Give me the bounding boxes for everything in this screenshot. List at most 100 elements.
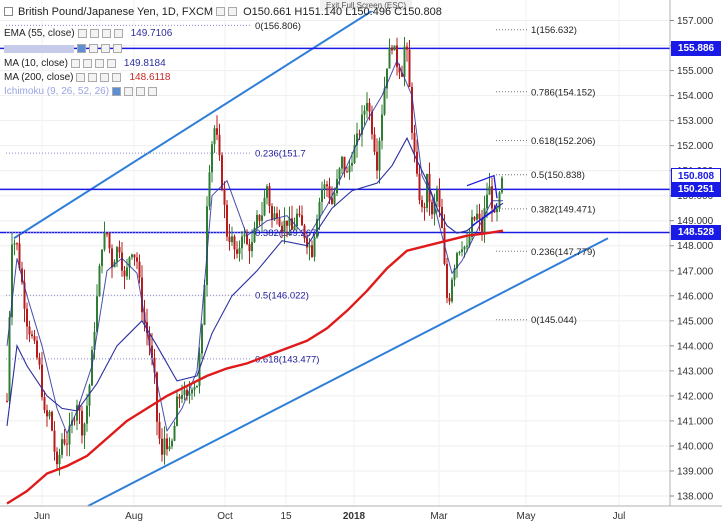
fib-level-label: 0(156.806)	[255, 21, 301, 32]
candle-body	[448, 297, 451, 302]
candle-body	[243, 234, 246, 237]
candle-body	[411, 86, 413, 133]
fib-level-label: 1(156.632)	[531, 25, 577, 36]
indicator-row-ichimoku[interactable]: Ichimoku (9, 26, 52, 26)	[4, 84, 158, 99]
candle-body	[401, 72, 403, 77]
indicator-row-ema55[interactable]: EMA (55, close) 149.7106	[4, 26, 172, 41]
settings-icon[interactable]	[89, 44, 98, 53]
candle-body	[463, 246, 466, 250]
fib-level-label: 0.618(143.477)	[255, 354, 319, 365]
eye-icon[interactable]	[70, 59, 80, 68]
close-icon[interactable]	[100, 73, 110, 82]
candle-body	[33, 336, 36, 341]
candle-body	[8, 317, 11, 402]
ohlc-values: O150.661 H151.140 L150.496 C150.808	[243, 5, 442, 18]
more-icon[interactable]	[113, 44, 122, 53]
candle-body	[328, 186, 331, 199]
x-tick-label: Jul	[613, 511, 626, 522]
candle-body	[351, 162, 353, 166]
wedge-lower-line	[471, 202, 498, 227]
y-tick-label: 152.000	[677, 141, 714, 152]
y-tick-label: 145.000	[677, 316, 714, 327]
more-icon[interactable]	[113, 29, 123, 38]
y-tick-label: 138.000	[677, 491, 714, 502]
settings-icon[interactable]	[88, 73, 98, 82]
candle-body	[173, 425, 176, 441]
fib-level-label: 0.382(149.471)	[531, 204, 595, 215]
candle-body	[208, 172, 211, 207]
candle-body	[251, 241, 253, 252]
close-icon[interactable]	[136, 87, 146, 96]
candle-body	[46, 410, 48, 417]
exit-fullscreen-button[interactable]: Exit Full Screen (ESC)	[320, 0, 413, 11]
candle-body	[303, 225, 306, 239]
candle-body	[81, 410, 83, 436]
candle-body	[238, 248, 241, 254]
close-icon[interactable]	[101, 29, 111, 38]
candle-body	[298, 213, 301, 216]
eye-icon[interactable]	[216, 7, 226, 16]
candle-body	[53, 430, 56, 452]
fib-level-label: 0(145.044)	[531, 315, 577, 326]
candle-body	[41, 364, 43, 398]
candle-body	[288, 218, 291, 226]
eye-icon[interactable]	[76, 73, 86, 82]
level-price-tag: 150.251	[671, 181, 721, 197]
settings-icon[interactable]	[228, 7, 238, 16]
candlestick-series	[6, 36, 503, 476]
candle-body	[421, 200, 423, 208]
candle-body	[221, 155, 223, 190]
close-icon[interactable]	[101, 44, 110, 53]
eye-icon[interactable]	[112, 87, 122, 96]
collapse-toggle[interactable]	[4, 7, 13, 16]
candle-body	[281, 225, 283, 232]
candle-body	[191, 389, 193, 394]
candle-body	[353, 145, 356, 163]
more-icon[interactable]	[148, 87, 158, 96]
fib-level-label: 0.786(154.152)	[531, 87, 595, 98]
candle-body	[63, 439, 66, 444]
candle-body	[66, 443, 68, 445]
eye-icon[interactable]	[77, 44, 86, 53]
candle-body	[376, 151, 378, 171]
y-tick-label: 146.000	[677, 291, 714, 302]
indicator-row-ma200[interactable]: MA (200, close) 148.6118	[4, 70, 170, 85]
indicator-row-hidden[interactable]	[4, 41, 122, 56]
channel-upper-line	[13, 0, 392, 240]
candle-body	[326, 184, 328, 187]
candle-body	[438, 189, 441, 207]
y-tick-label: 157.000	[677, 16, 714, 27]
indicator-row-ma10[interactable]: MA (10, close) 149.8184	[4, 56, 166, 71]
fib-level-label: 0.5(146.022)	[255, 291, 309, 302]
candle-body	[211, 144, 213, 173]
ma-10-line	[6, 59, 503, 435]
candle-body	[488, 186, 491, 195]
eye-icon[interactable]	[77, 29, 87, 38]
y-tick-label: 155.000	[677, 66, 714, 77]
ma-200-line	[6, 229, 504, 505]
indicator-value: 149.7106	[130, 28, 173, 39]
candle-body	[213, 128, 216, 145]
candle-body	[166, 438, 168, 450]
candle-body	[283, 220, 286, 232]
settings-icon[interactable]	[89, 29, 99, 38]
candle-body	[276, 213, 278, 219]
close-icon[interactable]	[94, 59, 104, 68]
candle-body	[268, 186, 271, 207]
indicator-label-faded	[4, 44, 74, 53]
settings-icon[interactable]	[82, 59, 92, 68]
candle-body	[286, 220, 288, 226]
candle-body	[338, 168, 341, 179]
candle-body	[106, 233, 108, 235]
candle-body	[58, 454, 61, 465]
more-icon[interactable]	[112, 73, 122, 82]
fib-level-label: 0.618(152.206)	[531, 136, 595, 147]
settings-icon[interactable]	[124, 87, 134, 96]
indicator-label: EMA (55, close)	[4, 28, 75, 39]
more-icon[interactable]	[106, 59, 116, 68]
candle-body	[93, 331, 96, 350]
candle-body	[363, 110, 366, 115]
candle-body	[103, 233, 106, 250]
candle-body	[256, 214, 258, 228]
